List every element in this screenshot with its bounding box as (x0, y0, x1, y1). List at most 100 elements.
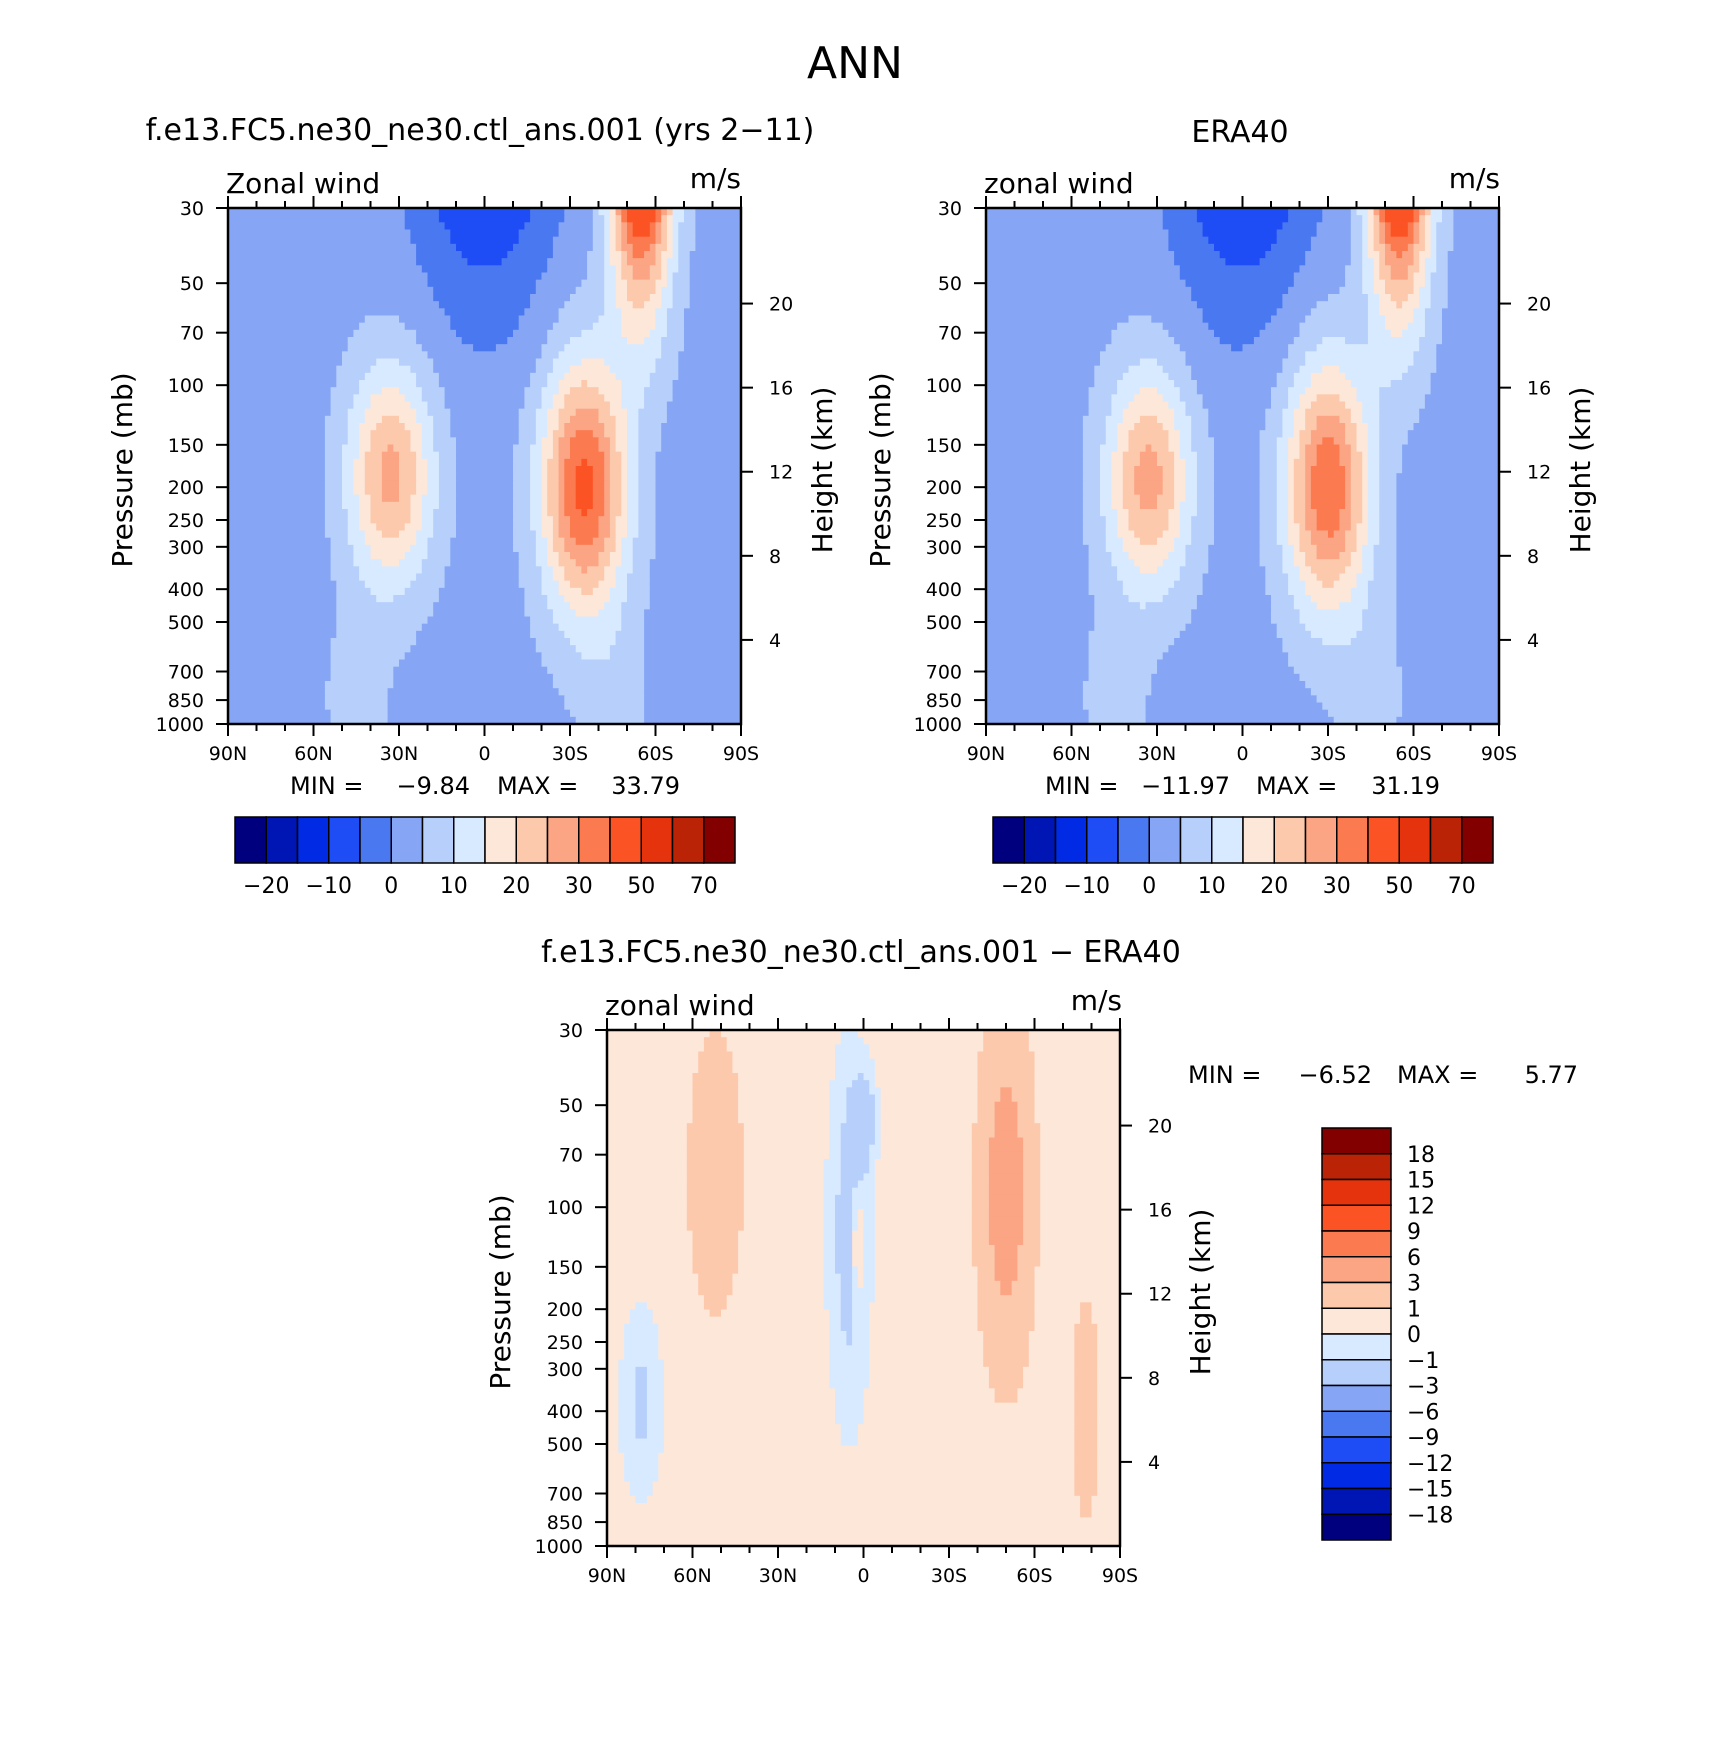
contour-band-cell (1214, 487, 1261, 496)
contour-band-cell (336, 372, 366, 381)
contour-band-cell (1080, 1302, 1093, 1311)
max-label-model: MAX = (497, 772, 578, 800)
contour-band-cell (1305, 623, 1363, 632)
contour-band-cell (1259, 437, 1278, 446)
contour-band-cell (829, 1309, 842, 1318)
contour-band-cell (1424, 243, 1432, 252)
contour-band-cell (609, 243, 617, 252)
contour-band-cell (624, 1452, 659, 1461)
contour-band-cell (564, 566, 582, 575)
contour-band-cell (986, 394, 1090, 403)
contour-band-cell (829, 1123, 842, 1131)
contour-band-cell (342, 451, 360, 460)
contour-band-cell (570, 709, 645, 718)
contour-band-cell (530, 301, 565, 309)
contour-band-cell (621, 308, 657, 317)
contour-band-cell (869, 1087, 882, 1096)
contour-band-cell (541, 487, 548, 496)
contour-band-cell (467, 258, 503, 266)
contour-band-cell (1362, 251, 1369, 259)
contour-band-cell (410, 229, 451, 238)
contour-band-cell (228, 487, 326, 496)
contour-band-cell (1040, 1180, 1120, 1189)
contour-band-cell (438, 480, 457, 489)
contour-band-cell (1134, 480, 1164, 489)
contour-band-cell (703, 1037, 728, 1045)
contour-band-cell (880, 1087, 979, 1096)
contour-band-cell (1396, 559, 1499, 567)
colorbar-label: 3 (1407, 1272, 1421, 1297)
contour-band-cell (1088, 587, 1124, 596)
contour-band-cell (632, 537, 657, 546)
contour-band-cell (661, 272, 668, 281)
contour-band-cell (1293, 408, 1306, 417)
contour-band-cell (1185, 494, 1198, 503)
contour-band-cell (880, 1108, 979, 1117)
contour-band-cell (1282, 365, 1301, 374)
contour-band-cell (399, 315, 451, 324)
contour-band-cell (638, 509, 657, 517)
contour-band-cell (1162, 394, 1181, 403)
contour-band-cell (1373, 208, 1380, 216)
contour-band-cell (655, 315, 668, 324)
contour-band-cell (399, 466, 417, 474)
contour-band-cell (530, 623, 560, 632)
contour-band-cell (607, 1338, 625, 1346)
colorbar-box (1321, 1384, 1392, 1412)
contour-band-cell (1367, 243, 1375, 252)
colorbar-label: −15 (1407, 1478, 1453, 1503)
contour-band-cell (1179, 451, 1198, 460)
contour-band-cell (649, 272, 662, 281)
contour-band-cell (1339, 444, 1352, 453)
contour-band-cell (1196, 501, 1215, 510)
contour-band-cell (977, 1101, 996, 1110)
contour-band-cell (1305, 251, 1352, 259)
contour-band-cell (743, 1173, 825, 1182)
contour-band-cell (359, 451, 366, 460)
contour-band-cell (658, 1352, 830, 1361)
contour-band-cell (330, 408, 349, 417)
contour-band-cell (655, 251, 662, 259)
contour-band-cell (342, 501, 360, 510)
contour-band-cell (988, 1223, 1024, 1232)
contour-band-cell (1379, 458, 1403, 467)
contour-band-cell (1413, 258, 1420, 266)
contour-band-cell (638, 480, 657, 489)
contour-band-cell (513, 329, 548, 338)
contour-band-cell (1080, 1495, 1093, 1504)
colorbar-box (640, 816, 674, 864)
contour-band-cell (1225, 258, 1261, 266)
contour-band-cell (1350, 236, 1363, 245)
contour-band-cell (1259, 458, 1278, 467)
contour-band-cell (863, 1409, 1075, 1418)
contour-band-cell (609, 401, 622, 410)
contour-band-cell (1396, 609, 1499, 618)
contour-band-cell (518, 437, 537, 446)
contour-band-cell (1157, 659, 1289, 668)
contour-band-cell (823, 1202, 836, 1210)
contour-band-cell (228, 466, 326, 474)
contour-band-cell (592, 587, 611, 596)
contour-band-cell (609, 222, 617, 231)
contour-band-cell (1074, 1323, 1098, 1332)
contour-band-cell (1097, 1474, 1120, 1483)
contour-band-cell (336, 587, 372, 596)
contour-band-cell (743, 1137, 830, 1146)
contour-band-cell (1202, 401, 1272, 410)
contour-band-cell (1305, 580, 1323, 589)
contour-band-cell (986, 329, 1112, 338)
contour-band-cell (618, 1431, 637, 1440)
contour-band-cell (1139, 415, 1158, 424)
contour-band-cell (1040, 1151, 1120, 1160)
contour-band-cell (1305, 466, 1312, 474)
contour-field-obs (986, 208, 1499, 724)
contour-band-cell (1191, 530, 1215, 539)
contour-band-cell (1305, 423, 1318, 431)
contour-band-cell (835, 1245, 853, 1253)
contour-band-cell (1419, 408, 1499, 417)
contour-band-cell (689, 279, 741, 288)
contour-band-cell (635, 1374, 648, 1382)
colorbar-box (1321, 1333, 1392, 1361)
contour-band-cell (986, 322, 1118, 331)
contour-band-cell (621, 315, 657, 324)
